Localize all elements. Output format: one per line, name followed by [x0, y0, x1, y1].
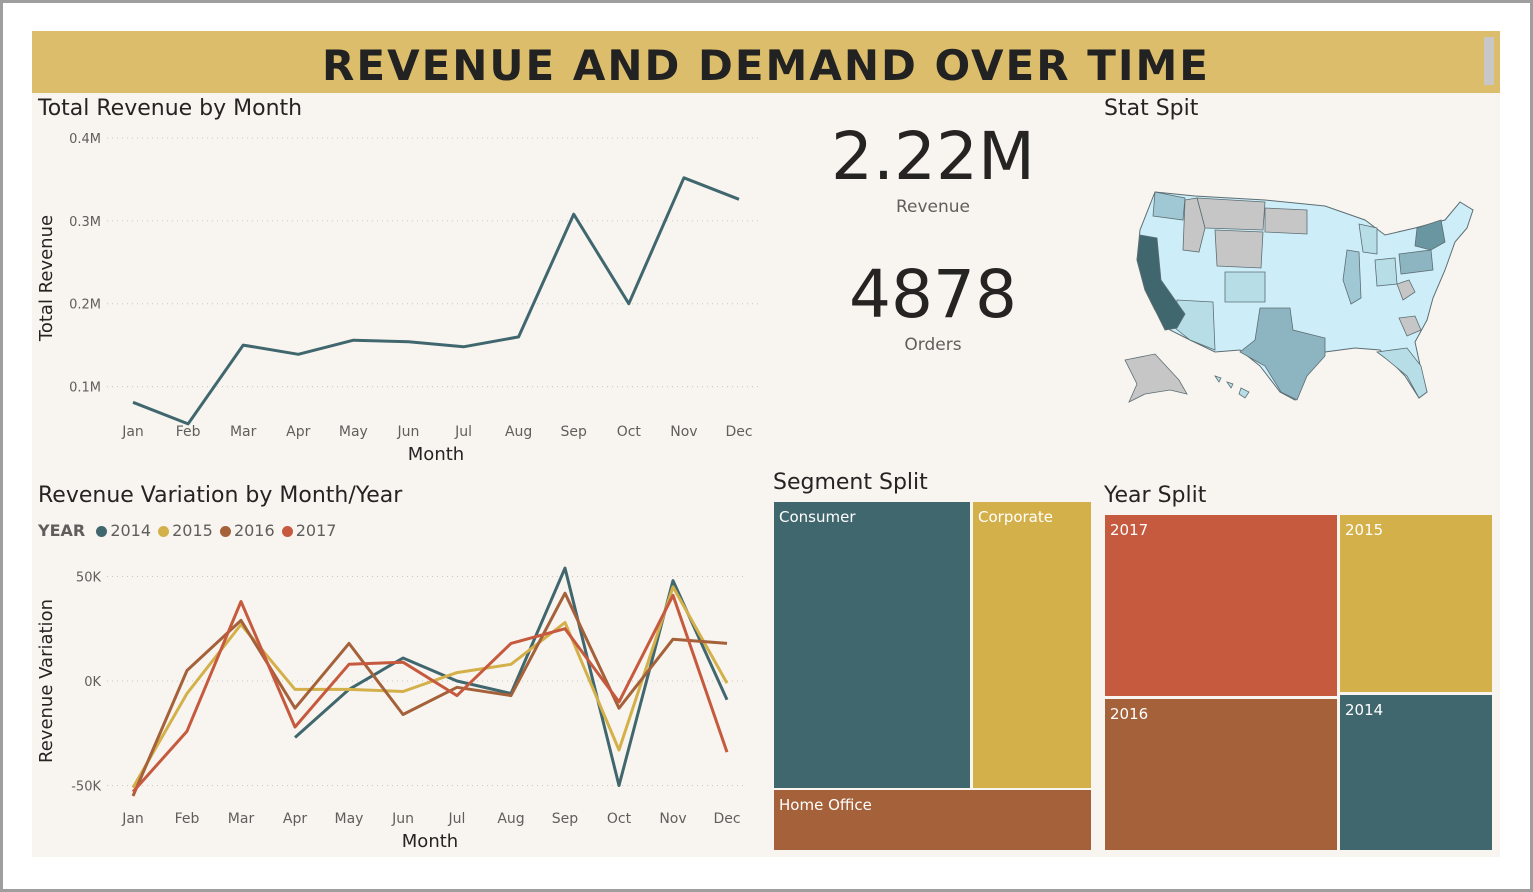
header-banner: REVENUE AND DEMAND OVER TIME	[32, 31, 1500, 93]
year-tile-2015[interactable]: 2015	[1340, 515, 1492, 692]
year-tile-2017[interactable]: 2017	[1105, 515, 1337, 696]
year-tile-2016[interactable]: 2016	[1105, 699, 1337, 850]
year-split-title: Year Split	[1104, 483, 1207, 508]
x-tick-label: Oct	[607, 811, 632, 827]
us-state-map[interactable]	[1115, 180, 1485, 410]
state-texas	[1239, 307, 1326, 401]
year-label-2014: 2014	[1345, 701, 1384, 719]
x-tick-label: Jan	[121, 811, 144, 827]
year-label-2016: 2016	[1110, 705, 1149, 723]
x-tick-label: Jun	[391, 811, 414, 827]
state-pennsylvania	[1398, 249, 1434, 275]
state-florida	[1375, 347, 1428, 399]
series-line-total	[132, 176, 740, 426]
x-axis-title: Month	[402, 831, 458, 852]
map-title: Stat Spit	[1104, 96, 1199, 121]
series-line-2017	[131, 593, 729, 793]
total-revenue-line-chart[interactable]: 0.1M 0.2M 0.3M 0.4M Jan Feb Mar Apr May Jun Jul Aug…	[32, 122, 772, 472]
x-tick-label: Aug	[497, 811, 524, 827]
state-grey-west-virginia	[1396, 279, 1416, 301]
y-tick-label: -50K	[71, 780, 101, 795]
y-tick-label: 0.2M	[69, 298, 101, 313]
legend-item-2015[interactable]: 2015	[158, 521, 213, 540]
x-tick-label: Apr	[283, 811, 307, 827]
segment-tile-home-office[interactable]: Home Office	[774, 790, 1091, 850]
x-tick-label: Dec	[713, 811, 740, 827]
x-tick-label: Mar	[228, 811, 255, 827]
state-grey-north-dakota	[1264, 207, 1308, 235]
state-michigan	[1358, 223, 1378, 255]
state-california	[1136, 234, 1186, 331]
segment-tile-consumer[interactable]: Consumer	[774, 502, 970, 788]
series-line-2016	[131, 591, 728, 797]
segment-label-corporate: Corporate	[978, 508, 1053, 526]
segment-tile-corporate[interactable]: Corporate	[973, 502, 1091, 788]
legend-title: YEAR	[38, 521, 86, 540]
state-hawaii	[1214, 375, 1250, 399]
x-tick-label: Jan	[121, 424, 144, 440]
legend-item-2014[interactable]: 2014	[96, 521, 151, 540]
x-tick-label: Sep	[561, 424, 588, 440]
x-tick-label: Aug	[505, 424, 532, 440]
segment-label-home-office: Home Office	[779, 796, 872, 814]
x-tick-label: Jun	[397, 424, 420, 440]
state-new-york	[1414, 219, 1446, 251]
state-illinois	[1342, 249, 1362, 305]
year-tile-2014[interactable]: 2014	[1340, 695, 1492, 850]
y-tick-label: 0.3M	[69, 215, 101, 230]
x-tick-label: Nov	[659, 811, 686, 827]
y-axis-title: Revenue Variation	[36, 599, 57, 763]
page-title: REVENUE AND DEMAND OVER TIME	[322, 41, 1210, 90]
legend-dot-2016	[219, 526, 231, 537]
revenue-variation-line-chart[interactable]: -50K 0K 50K Jan Feb Mar Apr May Jun Jul Aug Sep Oct N…	[32, 548, 772, 856]
y-axis-title: Total Revenue	[36, 215, 57, 342]
x-tick-label: Oct	[617, 424, 642, 440]
series-line-2014	[294, 566, 729, 787]
x-tick-label: Apr	[286, 424, 310, 440]
state-grey-idaho	[1182, 197, 1206, 253]
legend-item-2016[interactable]: 2016	[219, 521, 275, 540]
orders-kpi-label: Orders	[904, 335, 962, 355]
total-revenue-chart-title: Total Revenue by Month	[38, 96, 303, 121]
x-tick-label: Jul	[448, 811, 466, 827]
legend-dot-2017	[281, 526, 293, 537]
x-tick-label: Dec	[725, 424, 752, 440]
y-tick-label: 0K	[84, 675, 101, 690]
x-tick-label: Jul	[454, 424, 472, 440]
y-tick-label: 0.4M	[69, 132, 101, 147]
state-colorado	[1224, 271, 1266, 303]
x-tick-label: Nov	[670, 424, 697, 440]
x-tick-label: Feb	[175, 811, 200, 827]
year-legend: YEAR 2014 2015 2016 2017	[38, 521, 338, 540]
state-grey-south-carolina	[1398, 315, 1422, 337]
year-label-2015: 2015	[1345, 521, 1384, 539]
state-washington	[1152, 191, 1186, 221]
revenue-kpi-value: 2.22M	[831, 118, 1035, 195]
state-grey-montana	[1196, 197, 1266, 231]
state-grey-alaska	[1124, 353, 1188, 403]
y-tick-label: 0.1M	[69, 381, 101, 396]
x-tick-label: Mar	[230, 424, 257, 440]
state-ohio	[1374, 257, 1398, 287]
revenue-kpi-label: Revenue	[895, 197, 971, 217]
x-tick-label: May	[339, 424, 368, 440]
segment-split-title: Segment Split	[773, 470, 928, 495]
legend-dot-2015	[158, 526, 170, 537]
orders-kpi-value: 4878	[849, 256, 1017, 333]
x-axis-title: Month	[408, 444, 464, 465]
series-line-2015	[131, 585, 729, 789]
x-tick-label: Feb	[176, 424, 201, 440]
state-grey-wyoming	[1214, 229, 1264, 269]
legend-dot-2014	[96, 526, 108, 537]
legend-item-2017[interactable]: 2017	[281, 521, 336, 540]
scrollbar-thumb[interactable]	[1484, 37, 1494, 85]
segment-label-consumer: Consumer	[779, 508, 856, 526]
revenue-variation-chart-title: Revenue Variation by Month/Year	[38, 483, 403, 508]
x-tick-label: Sep	[552, 811, 579, 827]
year-label-2017: 2017	[1110, 521, 1149, 539]
y-tick-label: 50K	[76, 570, 102, 585]
x-tick-label: May	[335, 811, 364, 827]
